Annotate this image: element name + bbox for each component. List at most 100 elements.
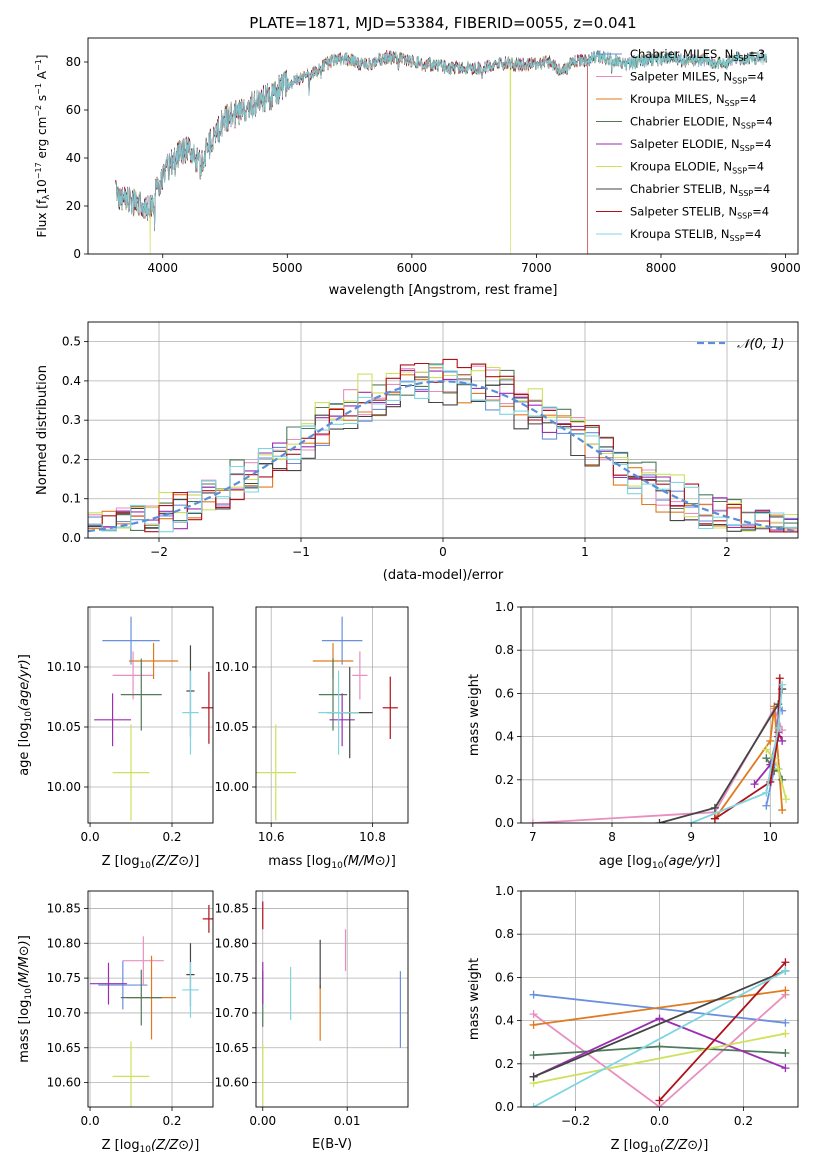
panel-age-vs-Z: 0.0 0.2 10.00 10.05 10.10 age [log10(age/yr)]… xyxy=(17,606,214,871)
errorbar-point xyxy=(202,904,213,933)
weight-marker xyxy=(781,986,790,995)
axes-frame xyxy=(87,321,799,539)
axes-frame xyxy=(87,37,799,255)
weight-marker xyxy=(781,1064,790,1073)
errorbar-point xyxy=(201,671,213,744)
weight-marker xyxy=(528,819,537,823)
weight-marker xyxy=(710,814,719,823)
legend-label: Chabrier ELODIE, NSSP=4 xyxy=(630,115,773,131)
y-tick-label: 0.8 xyxy=(495,643,514,657)
errorbar-point xyxy=(102,616,160,665)
x-tick-label: 4000 xyxy=(147,261,178,275)
y-tick-label: 10.00 xyxy=(47,780,81,794)
x-axis-label: wavelength [Angstrom, rest frame] xyxy=(329,283,558,298)
y-tick-label: 0.6 xyxy=(495,970,514,984)
weight-marker xyxy=(781,1018,790,1027)
legend-label: Kroupa STELIB, NSSP=4 xyxy=(630,227,761,243)
x-tick-label: 0.2 xyxy=(162,830,181,844)
y-tick-label: 0.2 xyxy=(495,773,514,787)
x-tick-label: 0.0 xyxy=(81,1114,100,1128)
legend-label: Salpeter MILES, NSSP=4 xyxy=(630,70,764,86)
axes-frame xyxy=(520,606,799,824)
plot-area xyxy=(529,958,790,1107)
axes: −0.2 0.0 0.2 0.0 0.2 0.4 0.6 0.8 1.0 mass weight Z… xyxy=(467,884,799,1155)
weight-line xyxy=(533,994,786,1107)
y-tick-label: 10.05 xyxy=(215,720,249,734)
y-tick-label: 10.00 xyxy=(215,780,249,794)
y-tick-label: 1.0 xyxy=(495,600,514,614)
y-tick-label: 10.75 xyxy=(215,971,249,985)
weight-marker xyxy=(774,765,783,773)
y-tick-label: 10.10 xyxy=(47,660,81,674)
y-tick-label: 10.65 xyxy=(47,1041,81,1055)
legend-label: Kroupa ELODIE, NSSP=4 xyxy=(630,160,764,176)
spectrum-line xyxy=(115,50,768,231)
panel-residuals: −2 −1 0 1 2 0.0 0.1 0.2 0.3 0.4 0.5 (data-model)/er… xyxy=(35,321,799,583)
y-axis-label: Flux [fλ10−17 erg cm−2 s−1 A−1] xyxy=(34,55,52,238)
y-tick-label: 10.70 xyxy=(47,1006,81,1020)
panel-mass-weight-vs-age: 7 8 9 10 0.0 0.2 0.4 0.6 0.8 1.0 mass weight age [l… xyxy=(467,600,799,871)
weight-marker xyxy=(529,1010,538,1019)
normal-curve xyxy=(88,380,798,533)
x-tick-label: 0.01 xyxy=(334,1114,361,1128)
weight-series xyxy=(710,674,784,823)
x-tick-label: 6000 xyxy=(397,261,428,275)
errorbar-point xyxy=(120,969,162,1026)
weight-marker xyxy=(775,674,784,683)
weight-marker xyxy=(655,1042,664,1051)
weight-marker xyxy=(655,1014,664,1023)
legend: Chabrier MILES, NSSP=3 Salpeter MILES, NS… xyxy=(596,47,773,243)
y-tick-label: 0.5 xyxy=(62,335,81,349)
weight-series xyxy=(529,990,790,1027)
weight-marker xyxy=(781,1029,790,1038)
weight-marker xyxy=(655,819,664,823)
x-tick-label: 0.0 xyxy=(650,1114,669,1128)
weight-marker xyxy=(750,780,759,789)
weight-marker xyxy=(778,736,787,745)
x-tick-label: −2 xyxy=(150,545,168,559)
y-tick-label: 10.85 xyxy=(47,901,81,915)
x-tick-label: 8000 xyxy=(646,261,677,275)
weight-marker xyxy=(529,1072,538,1081)
x-tick-label: 10.6 xyxy=(258,830,285,844)
x-axis-label: Z [log10(Z/Z⊙)] xyxy=(611,1138,709,1155)
plot-area xyxy=(115,49,768,254)
weight-marker xyxy=(782,795,791,804)
x-tick-label: 10 xyxy=(763,830,778,844)
y-tick-label: 0.8 xyxy=(495,927,514,941)
errorbar-point xyxy=(112,724,150,821)
panel-mass-vs-Z: 0.0 0.2 10.60 10.65 10.70 10.75 10.80 10.85 mass… xyxy=(17,890,214,1155)
panel-mass-weight-vs-Z: −0.2 0.0 0.2 0.0 0.2 0.4 0.6 0.8 1.0 mass weight Z… xyxy=(467,884,799,1155)
x-tick-label: 0.2 xyxy=(162,1114,181,1128)
weight-marker xyxy=(778,806,787,815)
y-tick-label: 10.70 xyxy=(215,1006,249,1020)
y-tick-label: 60 xyxy=(66,103,81,117)
weight-marker xyxy=(778,680,787,689)
weight-line xyxy=(765,748,787,800)
axes: 0.0 0.2 10.60 10.65 10.70 10.75 10.80 10.85 mass… xyxy=(17,890,214,1155)
y-tick-label: 10.85 xyxy=(215,901,249,915)
errorbar-point xyxy=(321,616,363,665)
errorbar-point xyxy=(128,643,179,679)
errorbar-point xyxy=(94,693,132,747)
weight-marker xyxy=(655,1096,664,1105)
weight-series xyxy=(529,966,790,1107)
errorbar-point xyxy=(382,676,398,739)
weight-marker xyxy=(762,754,771,763)
axes: 0.00 0.01 10.60 10.65 10.70 10.75 10.80 10.85 E(… xyxy=(215,890,409,1152)
y-tick-label: 10.80 xyxy=(47,936,81,950)
grid xyxy=(256,891,408,1107)
y-tick-label: 10.10 xyxy=(215,660,249,674)
x-tick-label: 9000 xyxy=(770,261,801,275)
weight-marker xyxy=(762,745,771,754)
x-tick-label: −1 xyxy=(292,545,310,559)
weight-series xyxy=(529,986,790,1029)
x-axis-label: E(B-V) xyxy=(312,1137,352,1152)
legend-label: Kroupa MILES, NSSP=4 xyxy=(630,92,756,108)
grid xyxy=(88,891,213,1107)
x-tick-label: −0.2 xyxy=(561,1114,590,1128)
y-tick-label: 0.4 xyxy=(62,374,81,388)
weight-line xyxy=(533,989,786,1026)
axes-frame xyxy=(520,890,799,1108)
